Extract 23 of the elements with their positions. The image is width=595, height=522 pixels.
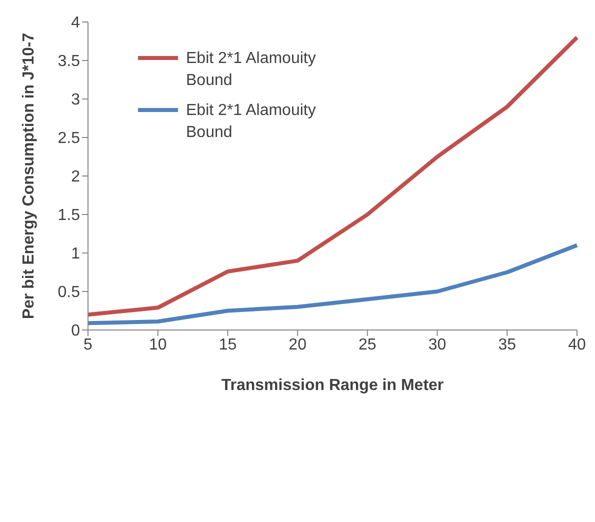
y-tick-label: 2.5: [58, 130, 80, 148]
y-tick-label: 1: [71, 246, 80, 263]
legend-label: Ebit 2*1 Alamouity Bound: [186, 101, 317, 143]
y-tick-label: 0: [71, 322, 80, 340]
x-tick-label: 20: [288, 336, 307, 354]
legend-label: Ebit 2*1 Alamouity Bound: [186, 49, 317, 91]
y-tick-label: 0.5: [58, 284, 80, 302]
x-axis-title: Transmission Range in Meter: [221, 377, 444, 394]
x-tick-label: 25: [358, 336, 376, 354]
x-tick-label: 5: [84, 336, 93, 354]
x-tick-label: 40: [568, 336, 586, 354]
x-tick-label: 35: [498, 336, 516, 354]
line-series: [86, 35, 579, 317]
x-tick-label: 15: [218, 336, 237, 354]
x-tick-label: 30: [428, 336, 446, 354]
y-tick-label: 1.5: [58, 207, 80, 224]
y-tick-label: 3: [71, 92, 80, 109]
x-tick-label: 10: [148, 336, 167, 354]
y-tick-label: 4: [71, 14, 80, 32]
y-tick-label: 2: [71, 168, 80, 186]
y-tick-label: 3.5: [58, 53, 80, 70]
y-axis-title: Per bit Energy Consumption in J*10-7: [20, 32, 38, 320]
line-series: [86, 243, 579, 326]
